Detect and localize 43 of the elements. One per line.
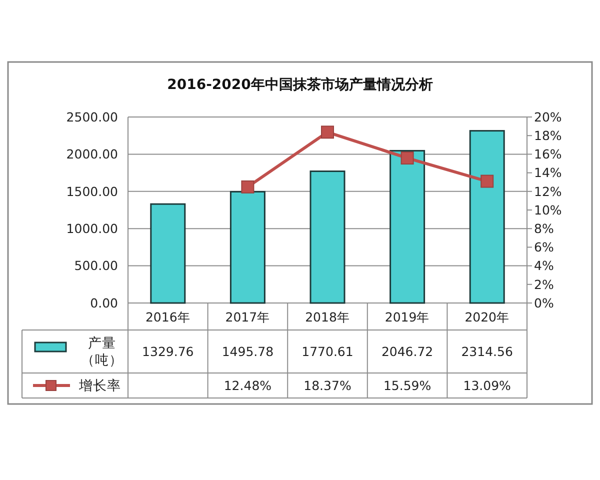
y-tick-label: 1500.00 — [66, 184, 118, 199]
point — [400, 152, 414, 165]
y-tick-label: 0.00 — [90, 295, 118, 310]
y-tick-label: 2500.00 — [66, 109, 118, 124]
point — [480, 174, 494, 188]
y2-tick-label: 4% — [534, 258, 554, 274]
data-label: 2046.72 — [381, 344, 434, 359]
x-tick-label: 2018年 — [305, 309, 350, 324]
x-tick-label: 2019年 — [384, 309, 430, 324]
data-label: 15.59% — [383, 378, 432, 393]
y2-tick-label: 18% — [534, 128, 562, 143]
point — [241, 180, 254, 194]
bar — [390, 150, 426, 304]
y2-tick-label: 0% — [534, 295, 554, 310]
point — [321, 126, 334, 139]
y2-tick-label: 12% — [534, 184, 562, 199]
data-label: 1770.61 — [302, 344, 354, 359]
data-label: 1495.78 — [222, 344, 274, 359]
y2-tick-label: 8% — [534, 220, 554, 236]
data-label: 13.09% — [463, 378, 512, 393]
bar — [469, 130, 505, 304]
bar — [150, 203, 186, 304]
y2-tick-label: 6% — [534, 240, 554, 255]
y2-tick-label: 16% — [534, 146, 562, 162]
bar — [310, 170, 346, 304]
y2-tick-label: 14% — [534, 165, 562, 180]
chart-title: 2016-2020年中国抹茶市场产量情况分析 — [167, 76, 433, 93]
data-label: 2314.56 — [461, 344, 513, 359]
y-tick-label: 1000.00 — [66, 220, 118, 236]
y2-tick-label: 20% — [534, 109, 562, 124]
x-tick-label: 2020年 — [464, 309, 510, 324]
y2-tick-label: 10% — [534, 202, 562, 218]
y-tick-label: 500.00 — [74, 258, 118, 274]
data-label: 1329.76 — [142, 344, 194, 359]
x-tick-label: 2017年 — [225, 309, 270, 324]
data-label: 12.48% — [224, 378, 272, 393]
x-tick-label: 2016年 — [145, 309, 190, 324]
legend-label: 产量（吨） — [81, 336, 123, 369]
data-label: 18.37% — [304, 378, 352, 393]
legend-label: 增长率 — [78, 378, 121, 394]
y-tick-label: 2000.00 — [66, 146, 118, 162]
bar — [230, 190, 266, 304]
y2-tick-label: 2% — [534, 276, 554, 292]
